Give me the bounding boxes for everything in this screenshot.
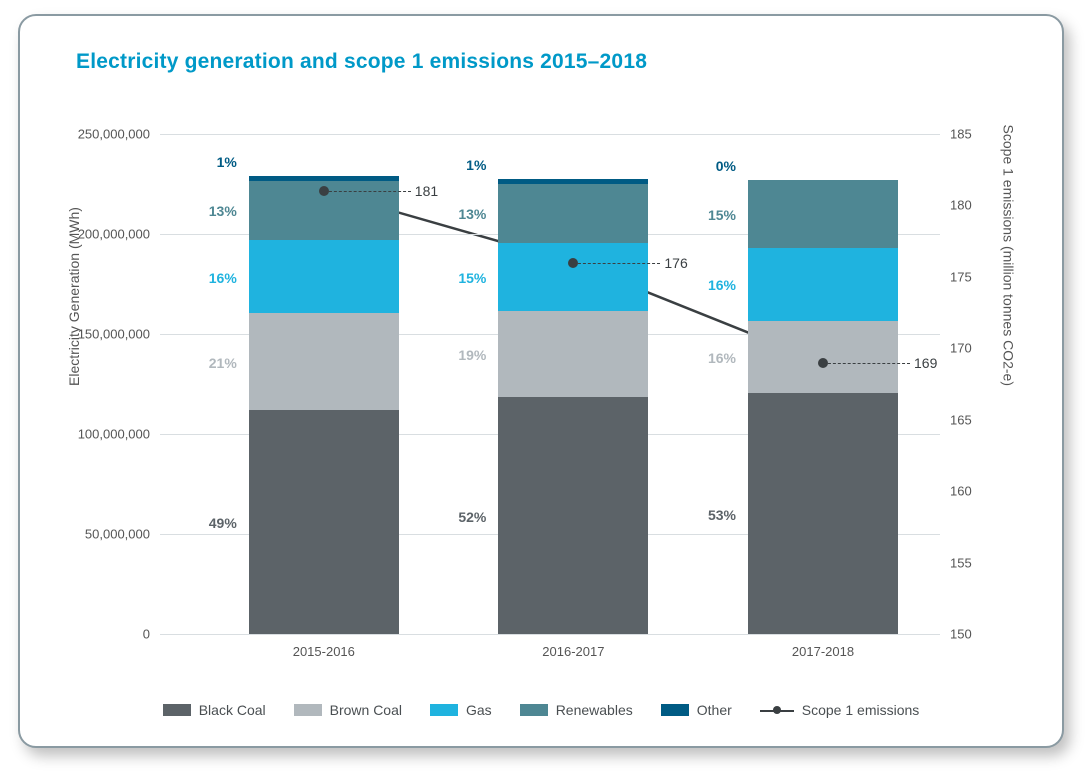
x-tick: 2015-2016: [293, 644, 355, 659]
line-point: [568, 258, 578, 268]
legend-item-line: Scope 1 emissions: [760, 702, 920, 718]
chart-title: Electricity generation and scope 1 emiss…: [76, 50, 647, 74]
x-tick: 2016-2017: [542, 644, 604, 659]
bar-segment-gas: [748, 248, 898, 321]
legend-label: Renewables: [556, 702, 633, 718]
bar-segment-gas: [498, 243, 648, 311]
legend-swatch: [294, 704, 322, 716]
y-left-tick: 250,000,000: [78, 127, 150, 142]
legend-item-brown_coal: Brown Coal: [294, 702, 402, 718]
y-right-tick: 185: [950, 127, 972, 142]
bar-segment-label: 52%: [458, 509, 486, 525]
bar-segment-label: 49%: [209, 515, 237, 531]
x-tick: 2017-2018: [792, 644, 854, 659]
bar-segment-black_coal: [748, 393, 898, 634]
bar-segment-brown_coal: [498, 311, 648, 397]
y-left-tick: 50,000,000: [85, 527, 150, 542]
bar-segment-label: 13%: [458, 206, 486, 222]
bar-segment-label: 16%: [708, 277, 736, 293]
bar-segment-label: 15%: [708, 207, 736, 223]
y-left-tick: 150,000,000: [78, 327, 150, 342]
legend-label: Other: [697, 702, 732, 718]
line-leader: [573, 263, 660, 264]
y-right-tick: 180: [950, 198, 972, 213]
grid-line: [160, 634, 940, 635]
bar-segment-black_coal: [498, 397, 648, 634]
bar-segment-brown_coal: [249, 313, 399, 409]
legend-label: Brown Coal: [330, 702, 402, 718]
bar-segment-label: 1%: [217, 154, 237, 170]
bar-segment-label: 16%: [209, 270, 237, 286]
legend-item-black_coal: Black Coal: [163, 702, 266, 718]
line-point: [319, 186, 329, 196]
legend-swatch: [661, 704, 689, 716]
legend-item-renewables: Renewables: [520, 702, 633, 718]
bar-group: 49%21%16%13%1%: [249, 134, 399, 634]
legend-line-icon: [760, 704, 794, 716]
bar-segment-label: 0%: [716, 158, 736, 174]
legend-label: Black Coal: [199, 702, 266, 718]
y-right-axis-title: Scope 1 emissions (million tonnes CO2-e): [1000, 125, 1016, 386]
line-leader: [324, 191, 411, 192]
bar-segment-label: 13%: [209, 203, 237, 219]
y-right-tick: 160: [950, 484, 972, 499]
plot-area: 050,000,000100,000,000150,000,000200,000…: [160, 134, 940, 634]
chart-card: Electricity generation and scope 1 emiss…: [18, 14, 1064, 748]
legend-swatch: [163, 704, 191, 716]
bar-segment-label: 19%: [458, 347, 486, 363]
y-left-tick: 100,000,000: [78, 427, 150, 442]
y-left-tick: 0: [143, 627, 150, 642]
bar-segment-black_coal: [249, 410, 399, 634]
legend-label: Gas: [466, 702, 492, 718]
bar-segment-label: 21%: [209, 355, 237, 371]
legend-item-gas: Gas: [430, 702, 492, 718]
legend-label: Scope 1 emissions: [802, 702, 920, 718]
bar-segment-other: [249, 176, 399, 181]
bar-segment-label: 1%: [466, 157, 486, 173]
bar-segment-renewables: [498, 184, 648, 243]
line-leader: [823, 363, 910, 364]
y-right-tick: 170: [950, 341, 972, 356]
bar-segment-label: 15%: [458, 270, 486, 286]
line-point-label: 176: [664, 255, 687, 271]
bar-segment-other: [498, 179, 648, 184]
y-right-tick: 175: [950, 269, 972, 284]
y-right-tick: 155: [950, 555, 972, 570]
bar-segment-label: 53%: [708, 507, 736, 523]
legend: Black Coal Brown Coal Gas Renewables Other Sc…: [20, 702, 1062, 718]
line-point: [818, 358, 828, 368]
bar-segment-gas: [249, 240, 399, 313]
bar-group: 52%19%15%13%1%: [498, 134, 648, 634]
y-right-tick: 165: [950, 412, 972, 427]
line-point-label: 181: [415, 183, 438, 199]
y-left-tick: 200,000,000: [78, 227, 150, 242]
legend-swatch: [520, 704, 548, 716]
legend-swatch: [430, 704, 458, 716]
bar-segment-label: 16%: [708, 350, 736, 366]
bar-group: 53%16%16%15%0%: [748, 134, 898, 634]
bar-segment-renewables: [748, 180, 898, 248]
y-right-tick: 150: [950, 627, 972, 642]
legend-item-other: Other: [661, 702, 732, 718]
line-point-label: 169: [914, 355, 937, 371]
